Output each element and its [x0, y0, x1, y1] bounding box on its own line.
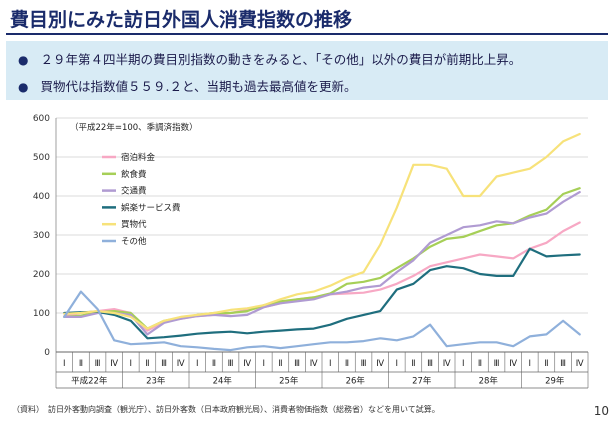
year-label: 27年 [412, 376, 432, 387]
legend-label: 交通費 [121, 186, 147, 197]
x-tick-label: Ⅱ [145, 359, 149, 369]
bullet-dot-icon: ● [18, 53, 29, 67]
x-tick-label: Ⅳ [443, 359, 451, 369]
x-tick-label: Ⅰ [396, 359, 399, 369]
chart-note: （平成22年=100、季調済指数） [70, 122, 198, 133]
legend-label: その他 [121, 236, 147, 247]
x-tick-label: Ⅳ [110, 359, 118, 369]
legend-label: 買物代 [121, 219, 147, 230]
x-tick-label: Ⅲ [494, 359, 500, 369]
summary-bullet: ● ２９年第４四半期の費目別指数の動きをみると、「その他」以外の費目が前期比上昇。 [18, 49, 521, 68]
grid-layer [56, 117, 588, 314]
x-tick-label: Ⅳ [243, 359, 251, 369]
y-tick-label: 600 [33, 114, 50, 124]
x-tick-label: Ⅱ [544, 359, 548, 369]
x-tick-label: Ⅰ [63, 359, 66, 369]
page-title: 費目別にみた訪日外国人消費指数の推移 [10, 9, 353, 31]
y-tick-label: 0 [44, 348, 50, 358]
x-tick-label: Ⅰ [263, 359, 266, 369]
year-label: 23年 [146, 376, 166, 387]
series-line [63, 290, 581, 352]
y-tick-label: 400 [33, 192, 50, 202]
summary-text: 買物代は指数値５５９.２と、当期も過去最高値を更新。 [40, 79, 357, 94]
summary-bullet: ● 買物代は指数値５５９.２と、当期も過去最高値を更新。 [18, 76, 356, 95]
x-tick-label: Ⅲ [95, 359, 101, 369]
year-label: 29年 [545, 376, 565, 387]
legend-label: 娯楽サービス費 [121, 202, 181, 213]
x-tick-label: Ⅰ [329, 359, 332, 369]
x-tick-label: Ⅳ [376, 359, 384, 369]
series-line [63, 247, 581, 340]
x-tick-label: Ⅱ [345, 359, 349, 369]
x-tick-label: Ⅰ [462, 359, 465, 369]
x-tick-label: Ⅳ [509, 359, 517, 369]
year-label: 26年 [346, 376, 366, 387]
x-tick-label: Ⅰ [196, 359, 199, 369]
x-tick-label: Ⅳ [576, 359, 584, 369]
summary-box: ● ２９年第４四半期の費目別指数の動きをみると、「その他」以外の費目が前期比上昇。… [6, 41, 608, 100]
x-tick-label: Ⅳ [310, 359, 318, 369]
y-tick-label: 500 [33, 153, 50, 163]
year-label: 25年 [279, 376, 299, 387]
x-tick-label: Ⅲ [427, 359, 433, 369]
summary-text: ２９年第４四半期の費目別指数の動きをみると、「その他」以外の費目が前期比上昇。 [40, 52, 522, 67]
title-underline [6, 33, 608, 35]
legend-label: 宿泊料金 [121, 152, 156, 163]
x-tick-label: Ⅱ [411, 359, 415, 369]
x-tick-label: Ⅱ [278, 359, 282, 369]
series-line [63, 132, 581, 330]
x-tick-label: Ⅰ [529, 359, 532, 369]
year-label: 平成22年 [71, 376, 108, 387]
x-tick-label: Ⅱ [79, 359, 83, 369]
source-footnote: （資料） 訪日外客動向調査（観光庁）、訪日外客数（日本政府観光局）、消費者物価指… [12, 405, 440, 414]
legend-label: 飲食費 [121, 169, 147, 180]
x-tick-label: Ⅲ [228, 359, 234, 369]
y-tick-label: 100 [33, 309, 50, 319]
x-tick-label: Ⅱ [478, 359, 482, 369]
series-layer [63, 132, 581, 352]
x-tick-label: Ⅲ [294, 359, 300, 369]
bullet-dot-icon: ● [18, 80, 29, 94]
y-tick-label: 300 [33, 231, 50, 241]
x-tick-label: Ⅲ [560, 359, 566, 369]
x-tick-label: Ⅲ [161, 359, 167, 369]
x-tick-label: Ⅰ [130, 359, 133, 369]
y-tick-label: 200 [33, 270, 50, 280]
series-line [63, 190, 581, 336]
x-tick-label: Ⅲ [361, 359, 367, 369]
x-tick-label: Ⅱ [212, 359, 216, 369]
year-label: 24年 [213, 376, 233, 387]
x-tick-label: Ⅳ [177, 359, 185, 369]
page-number: 10 [593, 404, 609, 418]
year-label: 28年 [479, 376, 499, 387]
